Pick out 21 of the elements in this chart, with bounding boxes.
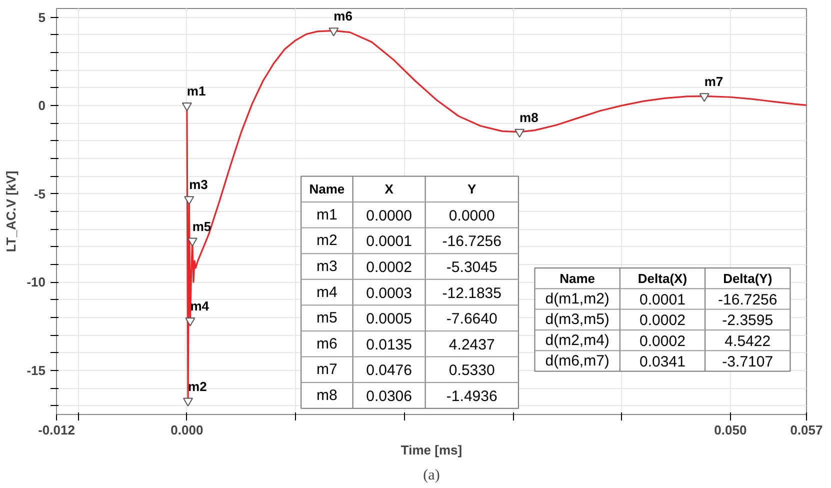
annotation: m4	[190, 298, 210, 314]
x-tick-label: 0.057	[790, 422, 823, 438]
y-tick-label: 5	[38, 10, 46, 25]
y-tick-label: -10	[26, 274, 46, 290]
y-tick-label: -15	[26, 362, 46, 378]
x-tick-label: 0.000	[170, 422, 204, 438]
x-tick-label: -0.012	[38, 422, 75, 438]
annotation: m5	[192, 218, 212, 234]
text: (a)	[423, 468, 440, 484]
annotation: m8	[520, 110, 538, 125]
y-tick-label: 0	[38, 98, 46, 114]
x-tick-label: 0.050	[714, 422, 747, 438]
text: Name X Y m1 0.0000 0.0000 m2 0.0001 -16.7256 m3 0.0002 -5.3045 m4 0.0003 -12.1835 m5 0.0005 -7.6640 m6 0.0135 4.2437 m7 0.0476 0.5330 m8 0.0306 -1.4936	[309, 182, 502, 405]
annotation: m3	[189, 177, 208, 192]
x-axis-title: Time [ms]	[400, 442, 462, 458]
text: Name Delta(X) Delta(Y) d(m1,m2) 0.0001 -16.7256 d(m3,m5) 0.0002 -2.3595 d(m2,m4) 0.0002 4.5422 d(m6,m7) 0.0341 -3.7107	[545, 270, 778, 370]
annotation: m6	[334, 8, 352, 24]
annotation: m1	[186, 84, 206, 99]
y-axis-title: LT_AC.V [kV]	[4, 170, 19, 252]
annotation: m7	[704, 74, 724, 90]
y-tick-label: -5	[34, 186, 46, 202]
